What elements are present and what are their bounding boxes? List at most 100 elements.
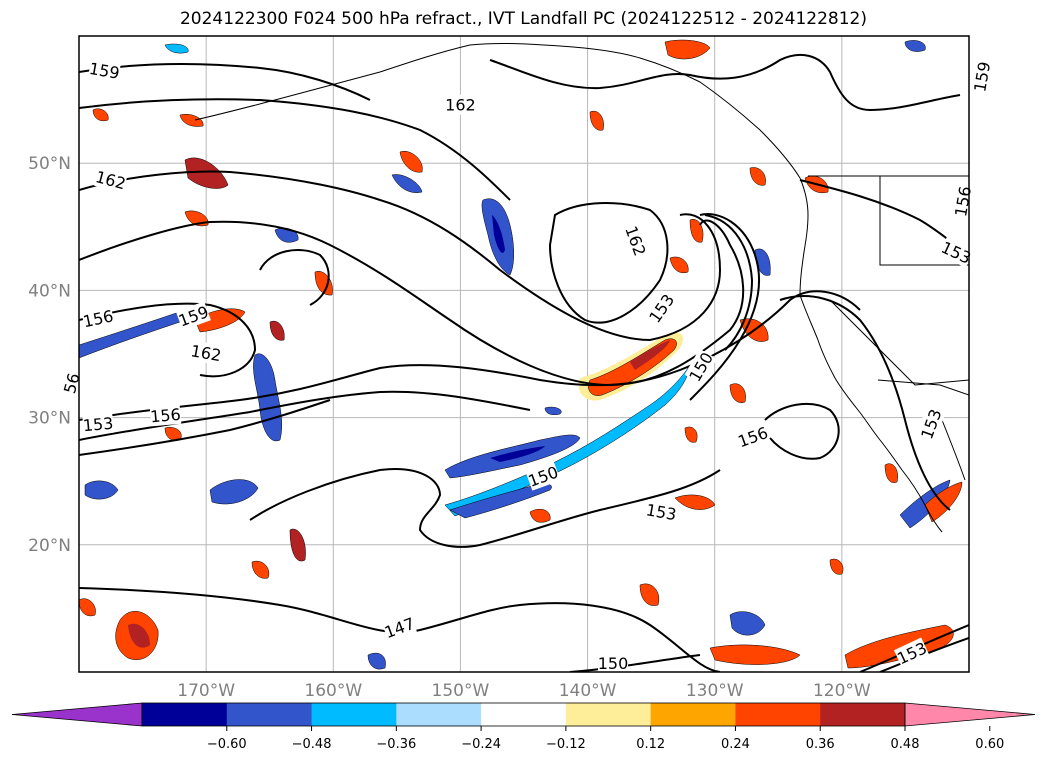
positive-anomaly-patch bbox=[269, 320, 285, 341]
colorbar-tick-label: 0.24 bbox=[721, 737, 750, 752]
colorbar-extend-low bbox=[11, 702, 143, 727]
longitude-tick-label: 120°W bbox=[813, 681, 871, 701]
contour-label-bg bbox=[969, 60, 995, 94]
contour-trough bbox=[79, 170, 722, 342]
colorbar-tick-label: 0.48 bbox=[891, 737, 920, 752]
longitude-labels: 170°W 160°W 150°W 140°W 130°W 120°W bbox=[177, 681, 871, 701]
coastlines bbox=[194, 42, 969, 533]
longitude-tick-label: 140°W bbox=[559, 681, 617, 701]
map-frame bbox=[78, 35, 970, 673]
contour-label-bg bbox=[175, 301, 211, 331]
colorbar-tick-label: −0.48 bbox=[292, 737, 332, 752]
colorbar-tick-label: 0.60 bbox=[975, 737, 1004, 752]
contour-label-bg bbox=[598, 653, 628, 674]
positive-anomaly-patch bbox=[179, 114, 204, 127]
negative-anomaly-patch bbox=[253, 353, 282, 442]
contour-east-arc bbox=[689, 213, 761, 401]
alaska-coast bbox=[194, 42, 801, 179]
colorbar-segment bbox=[481, 703, 567, 726]
colorbar: −0.60 −0.48 −0.36 −0.24 −0.12 0.12 0.24 0.36 0.4… bbox=[11, 702, 1036, 752]
contour-label: 56 bbox=[60, 371, 84, 396]
positive-anomaly-patch bbox=[399, 150, 423, 173]
contour-label-bg bbox=[87, 57, 121, 83]
contour-label-bg bbox=[916, 406, 946, 442]
positive-anomaly-patch bbox=[251, 560, 270, 579]
height-contours bbox=[79, 53, 969, 672]
contour-label-bg bbox=[81, 305, 115, 332]
contour-label-bg bbox=[82, 412, 114, 436]
negative-anomaly-patch bbox=[449, 483, 552, 519]
colorbar-segment bbox=[650, 703, 736, 726]
colorbar-segment bbox=[396, 703, 482, 726]
positive-anomaly-patch bbox=[184, 157, 229, 189]
contour-label-bg bbox=[893, 637, 930, 669]
contour-label-bg bbox=[445, 94, 476, 115]
negative-anomaly-patch bbox=[367, 652, 386, 670]
negative-anomaly-patch bbox=[729, 611, 766, 636]
contour-trough-inner bbox=[79, 219, 745, 387]
positive-anomaly-patch bbox=[92, 108, 109, 122]
positive-anomaly-patch bbox=[689, 218, 704, 243]
contour-label-bg bbox=[735, 422, 771, 452]
colorbar-segment bbox=[311, 703, 397, 726]
negative-anomaly-patch bbox=[544, 406, 562, 415]
latitude-tick-label: 40°N bbox=[28, 281, 71, 301]
colorbar-tick-label: −0.12 bbox=[546, 737, 586, 752]
contour-label-bg bbox=[525, 461, 561, 491]
longitude-tick-label: 170°W bbox=[177, 681, 235, 701]
positive-anomaly-patch bbox=[79, 598, 96, 617]
latitude-labels: 20°N 30°N 40°N 50°N bbox=[28, 154, 71, 556]
colorbar-segment bbox=[142, 703, 228, 726]
negative-anomaly-core bbox=[490, 446, 545, 462]
colorbar-tick-label: 0.12 bbox=[636, 737, 665, 752]
contour-label: 150 bbox=[598, 654, 629, 673]
map-title: 2024122300 F024 500 hPa refract., IVT La… bbox=[179, 9, 867, 29]
contour-label: 159 bbox=[970, 60, 994, 93]
contour-label: 153 bbox=[82, 414, 114, 436]
contour-southern-3 bbox=[79, 399, 331, 456]
contour-label-bg bbox=[189, 340, 223, 366]
contour-162-outer bbox=[79, 98, 511, 201]
contour-east-arc-2 bbox=[704, 214, 754, 351]
contour-label-bg bbox=[684, 348, 717, 385]
negative-anomaly-patch bbox=[84, 480, 119, 500]
contour-nw-cutoff bbox=[259, 249, 330, 306]
colorbar-segment bbox=[226, 703, 313, 726]
contour-label-bg bbox=[149, 403, 182, 427]
positive-anomaly-patch bbox=[664, 39, 711, 60]
inner-border-1 bbox=[879, 176, 969, 266]
contour-southern-1 bbox=[79, 290, 861, 421]
contour-sw-loop bbox=[79, 302, 257, 378]
colorbar-extend-high bbox=[904, 702, 1036, 727]
colorbar-frame bbox=[141, 702, 906, 727]
negative-anomaly-patch bbox=[904, 40, 926, 52]
colorbar-segment bbox=[565, 703, 652, 726]
contour-label: 156 bbox=[149, 405, 181, 427]
positive-anomaly-core bbox=[630, 340, 670, 370]
baja-coast bbox=[901, 469, 943, 533]
positive-anomaly-core bbox=[128, 623, 150, 648]
negative-anomaly-core bbox=[492, 215, 505, 253]
colorbar-tick-label: −0.24 bbox=[461, 737, 501, 752]
contour-label-bg bbox=[644, 290, 679, 327]
contour-low-lat-1 bbox=[249, 468, 721, 548]
contour-label: 156 bbox=[951, 185, 975, 218]
longitude-tick-label: 130°W bbox=[686, 681, 744, 701]
positive-anomaly-patch bbox=[884, 463, 898, 483]
contour-label-bg bbox=[57, 366, 85, 401]
colorbar-segment bbox=[820, 703, 906, 726]
latitude-tick-label: 30°N bbox=[28, 409, 71, 429]
contour-147 bbox=[79, 587, 721, 672]
contour-159-north bbox=[79, 62, 371, 101]
contour-label: 162 bbox=[445, 96, 476, 115]
contour-label-bg bbox=[644, 499, 678, 525]
positive-anomaly-patch bbox=[674, 494, 716, 510]
map-panel bbox=[79, 36, 969, 672]
contour-label-bg bbox=[621, 223, 651, 259]
contour-156-east bbox=[764, 402, 840, 460]
contour-east-coast bbox=[779, 295, 951, 511]
us-mexico-border bbox=[877, 379, 969, 396]
colorbar-tick-label: −0.60 bbox=[207, 737, 247, 752]
colorbar-segment bbox=[735, 703, 821, 726]
